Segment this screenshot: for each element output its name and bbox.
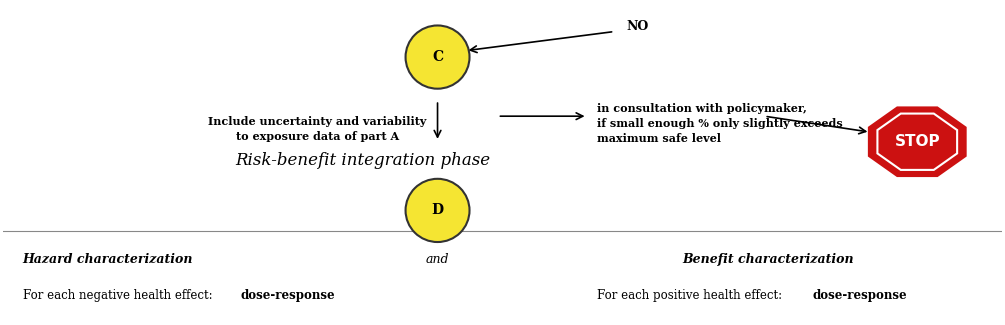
Text: NO: NO (626, 20, 648, 33)
Ellipse shape (406, 25, 469, 89)
Text: and: and (426, 254, 449, 266)
Text: C: C (432, 50, 443, 64)
Text: dose-response: dose-response (240, 289, 336, 302)
Text: For each positive health effect:: For each positive health effect: (597, 289, 790, 302)
Text: Hazard characterization: Hazard characterization (23, 254, 193, 266)
Text: STOP: STOP (894, 134, 940, 149)
Text: Risk-benefit integration phase: Risk-benefit integration phase (235, 152, 490, 169)
Text: Include uncertainty and variability
to exposure data of part A: Include uncertainty and variability to e… (208, 116, 427, 142)
Ellipse shape (406, 179, 469, 242)
Text: For each negative health effect:: For each negative health effect: (23, 289, 220, 302)
Text: dose-response: dose-response (812, 289, 907, 302)
Text: Benefit characterization: Benefit characterization (682, 254, 854, 266)
Text: in consultation with policymaker,
if small enough % only slightly exceeds
maximu: in consultation with policymaker, if sma… (597, 103, 843, 144)
Text: D: D (431, 203, 443, 217)
Polygon shape (869, 108, 965, 176)
